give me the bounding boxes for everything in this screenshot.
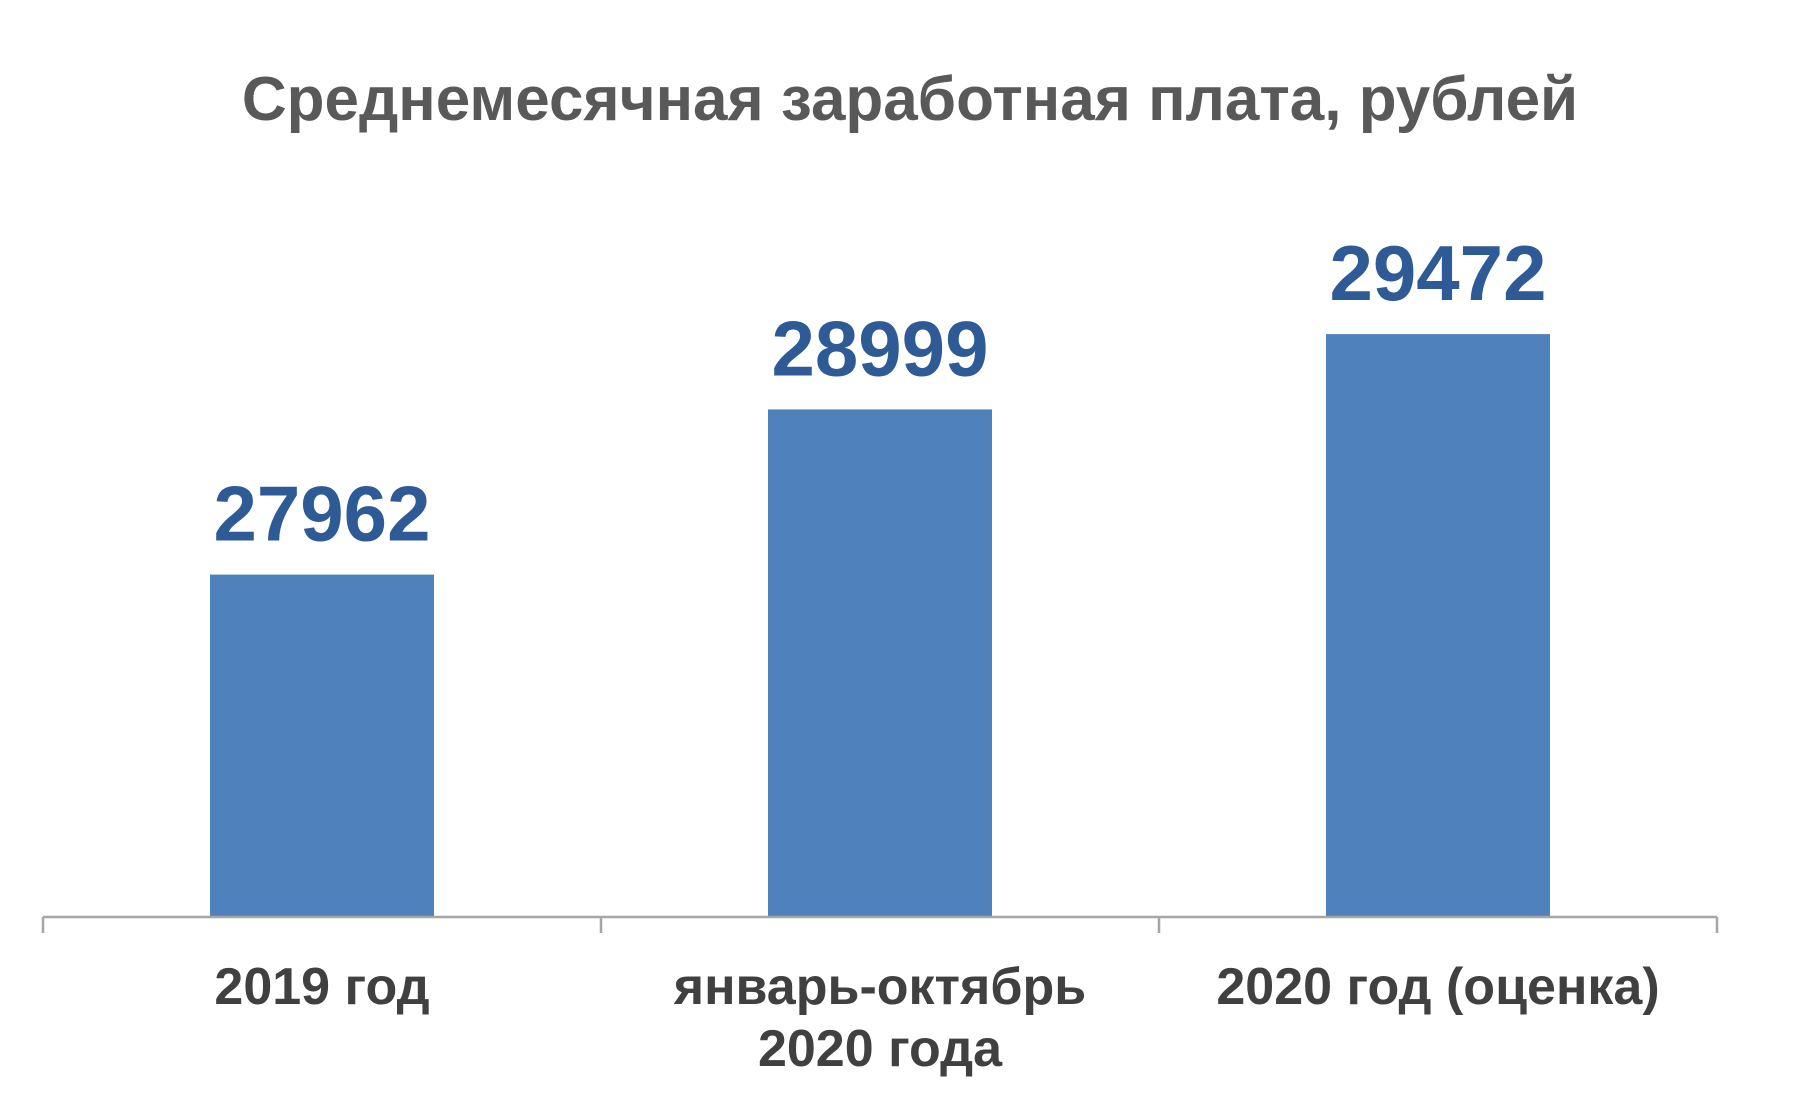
bar-2 xyxy=(768,409,992,917)
bar-3 xyxy=(1326,334,1550,918)
x-axis xyxy=(41,915,1719,933)
data-label-3: 29472 xyxy=(1330,229,1547,317)
chart-title: Среднемесячная заработная плата, рублей xyxy=(242,65,1578,134)
category-label-1: 2019 год xyxy=(214,958,429,1016)
data-labels-layer: 27962 28999 29472 xyxy=(214,229,1547,557)
bars-layer xyxy=(210,334,1550,918)
data-label-2: 28999 xyxy=(772,304,989,392)
category-labels-layer: 2019 год январь-октябрь 2020 года 2020 год … xyxy=(214,958,1659,1078)
bar-1 xyxy=(210,574,434,917)
category-label-2: январь-октябрь 2020 года xyxy=(673,958,1086,1078)
category-label-line: 2020 год (оценка) xyxy=(1216,958,1659,1016)
category-label-line: 2020 года xyxy=(758,1020,1003,1078)
category-label-line: январь-октябрь xyxy=(673,958,1086,1016)
category-label-3: 2020 год (оценка) xyxy=(1216,958,1659,1016)
category-label-line: 2019 год xyxy=(214,958,429,1016)
data-label-1: 27962 xyxy=(214,470,431,558)
